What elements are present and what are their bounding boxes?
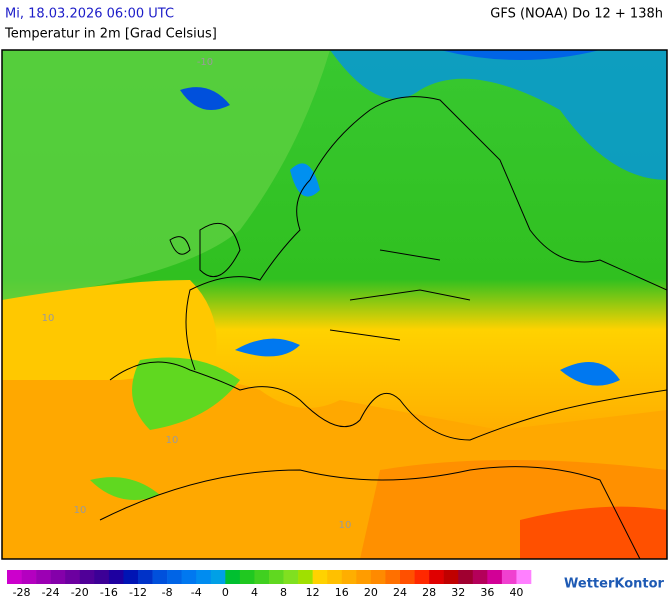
legend-swatch [400, 570, 415, 584]
map [2, 50, 667, 559]
legend-tick-label: 24 [393, 586, 407, 599]
legend-swatch [123, 570, 139, 584]
contour-label: 10 [74, 505, 87, 516]
legend-tick-label: 4 [251, 586, 258, 599]
legend-swatch [50, 570, 66, 584]
legend-tick-label: -20 [71, 586, 89, 599]
legend-swatch [181, 570, 197, 584]
legend-swatch [356, 570, 372, 584]
legend-tick-label: 16 [335, 586, 349, 599]
legend-tick-label: 40 [509, 586, 523, 599]
legend-swatch [7, 570, 22, 584]
legend-tick-label: -4 [191, 586, 202, 599]
legend-swatch [487, 570, 503, 584]
contour-label: 10 [42, 313, 55, 324]
legend-swatch [370, 570, 386, 584]
legend-swatch [472, 570, 488, 584]
legend-tick-label: -24 [42, 586, 60, 599]
legend-tick-label: -16 [100, 586, 118, 599]
brand-logo: WetterKontor [564, 577, 665, 592]
date: Mi, 18.03.2026 06:00 UTC [5, 7, 174, 22]
legend-tick-label: 20 [364, 586, 378, 599]
legend-swatch [298, 570, 313, 584]
legend-tick-label: 32 [451, 586, 465, 599]
legend-swatch [239, 570, 255, 584]
legend-swatch [501, 570, 517, 584]
legend-swatch [138, 570, 153, 584]
legend-swatch [94, 570, 110, 584]
map-frame [1, 49, 668, 560]
legend-swatch [385, 570, 401, 584]
legend-swatch [283, 570, 299, 584]
legend-tick-label: -12 [129, 586, 147, 599]
legend-swatch [152, 570, 168, 584]
legend-swatch [443, 570, 459, 584]
legend-tick-label: 28 [422, 586, 436, 599]
legend-swatch [458, 570, 474, 584]
subtitle: Temperatur in 2m [Grad Celsius] [4, 27, 217, 42]
legend-tick-label: 0 [222, 586, 229, 599]
legend-swatch [312, 570, 328, 584]
legend-swatch [196, 570, 212, 584]
legend-tick-label: -8 [162, 586, 173, 599]
legend-tick-label: -28 [13, 586, 31, 599]
model-run: GFS (NOAA) Do 12 + 138h [490, 7, 663, 22]
legend-swatch [516, 570, 532, 584]
legend-swatch [225, 570, 241, 584]
legend-swatch [21, 570, 37, 584]
legend-swatch [36, 570, 51, 584]
contour-label: -10 [197, 57, 213, 68]
legend-swatch [254, 570, 270, 584]
legend-tick-label: 12 [306, 586, 320, 599]
legend-swatch [327, 570, 343, 584]
legend-swatch [414, 570, 430, 584]
legend-swatch [341, 570, 357, 584]
legend-swatch [79, 570, 95, 584]
legend-swatch [269, 570, 284, 584]
contour-label: 10 [166, 435, 179, 446]
legend-swatch [167, 570, 182, 584]
legend-swatch [65, 570, 81, 584]
legend-swatch [108, 570, 124, 584]
legend-tick-label: 36 [480, 586, 494, 599]
legend-tick-label: 8 [280, 586, 287, 599]
legend-swatch [429, 570, 444, 584]
legend-swatch [210, 570, 226, 584]
contour-label: 10 [339, 520, 352, 531]
